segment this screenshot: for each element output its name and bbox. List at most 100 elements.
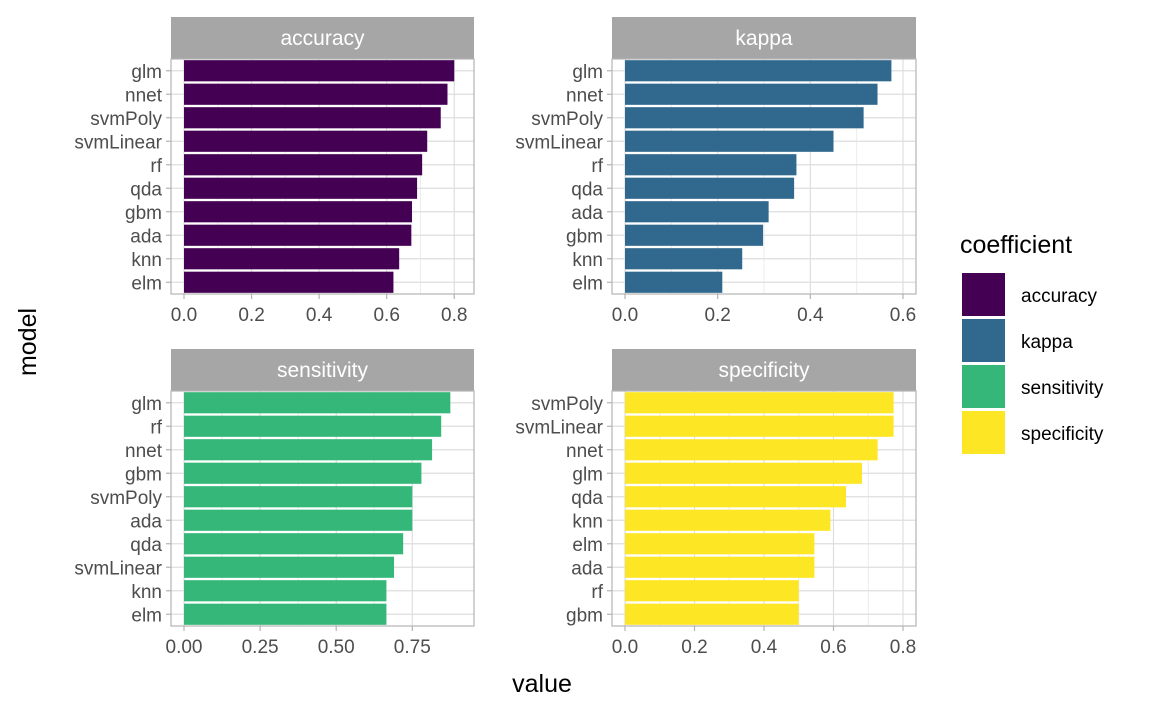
facet-strip-label: kappa xyxy=(735,27,793,50)
y-tick-label: glm xyxy=(131,394,162,415)
x-tick-label: 0.50 xyxy=(318,637,355,658)
panels-layer: accuracyglmnnetsvmPolysvmLinearrfqdagbma… xyxy=(74,17,917,658)
legend-swatch xyxy=(962,319,1005,362)
x-tick-label: 0.6 xyxy=(890,305,916,326)
y-tick-label: glm xyxy=(131,62,162,83)
x-tick-label: 0.8 xyxy=(441,305,467,326)
bar-specificity-rf xyxy=(625,580,799,602)
y-tick-label: svmPoly xyxy=(90,109,162,130)
bar-accuracy-svmPoly xyxy=(184,107,441,129)
legend-swatch xyxy=(962,365,1005,408)
bar-accuracy-elm xyxy=(184,271,394,293)
bar-sensitivity-glm xyxy=(184,392,451,414)
bar-kappa-gbm xyxy=(625,224,764,246)
y-tick-label: svmLinear xyxy=(515,417,603,438)
bar-accuracy-gbm xyxy=(184,201,413,223)
bar-accuracy-svmLinear xyxy=(184,130,428,152)
bar-kappa-nnet xyxy=(625,83,878,105)
bar-specificity-nnet xyxy=(625,439,878,461)
y-tick-label: rf xyxy=(591,582,603,603)
bar-kappa-ada xyxy=(625,201,769,223)
y-tick-label: elm xyxy=(572,535,603,556)
bar-specificity-svmPoly xyxy=(625,392,894,414)
bar-accuracy-rf xyxy=(184,154,423,176)
y-tick-label: glm xyxy=(572,464,603,485)
x-tick-label: 0.0 xyxy=(171,305,197,326)
y-tick-label: knn xyxy=(572,511,603,532)
x-tick-label: 0.8 xyxy=(890,637,916,658)
legend-items: accuracy kappa sensitivity specificity xyxy=(962,273,1104,454)
y-tick-label: rf xyxy=(591,156,603,177)
facet-strip-label: sensitivity xyxy=(277,359,369,382)
y-tick-label: qda xyxy=(130,179,162,200)
facet-strip xyxy=(612,17,916,59)
y-tick-label: elm xyxy=(131,273,162,294)
legend-title: coefficient xyxy=(960,231,1072,259)
y-tick-label: knn xyxy=(572,250,603,271)
x-axis-title: value xyxy=(512,670,572,698)
bar-sensitivity-rf xyxy=(184,415,442,437)
legend-label: accuracy xyxy=(1021,286,1098,307)
y-tick-label: ada xyxy=(130,226,162,247)
bar-sensitivity-elm xyxy=(184,603,387,625)
bar-kappa-rf xyxy=(625,154,797,176)
y-tick-label: svmPoly xyxy=(531,109,603,130)
y-tick-label: knn xyxy=(131,250,162,271)
y-axis-title: model xyxy=(14,308,42,376)
panel-border xyxy=(170,58,475,295)
y-tick-label: ada xyxy=(571,558,603,579)
y-tick-label: svmPoly xyxy=(531,394,603,415)
facet-strip-label: specificity xyxy=(718,359,810,382)
bar-specificity-svmLinear xyxy=(625,415,894,437)
legend-swatch xyxy=(962,411,1005,454)
y-tick-label: svmLinear xyxy=(74,558,162,579)
legend-item-accuracy: accuracy xyxy=(962,273,1098,316)
bar-specificity-gbm xyxy=(625,603,799,625)
bar-kappa-elm xyxy=(625,271,723,293)
y-tick-label: gbm xyxy=(125,464,162,485)
x-tick-label: 0.2 xyxy=(704,305,730,326)
bar-accuracy-glm xyxy=(184,60,455,82)
y-tick-label: gbm xyxy=(125,203,162,224)
y-tick-label: glm xyxy=(572,62,603,83)
y-tick-label: qda xyxy=(130,535,162,556)
bar-specificity-qda xyxy=(625,486,847,508)
y-tick-label: svmLinear xyxy=(74,132,162,153)
y-tick-label: rf xyxy=(150,156,162,177)
bar-sensitivity-ada xyxy=(184,509,413,531)
y-tick-label: elm xyxy=(572,273,603,294)
y-tick-label: qda xyxy=(571,179,603,200)
bar-sensitivity-qda xyxy=(184,533,404,555)
x-tick-label: 0.6 xyxy=(373,305,399,326)
bar-specificity-elm xyxy=(625,533,815,555)
y-tick-label: ada xyxy=(571,203,603,224)
legend-item-kappa: kappa xyxy=(962,319,1073,362)
y-tick-label: nnet xyxy=(125,441,163,462)
bar-specificity-knn xyxy=(625,509,831,531)
x-tick-label: 0.4 xyxy=(797,305,824,326)
y-tick-label: nnet xyxy=(566,85,604,106)
bar-sensitivity-svmLinear xyxy=(184,556,395,578)
y-tick-label: nnet xyxy=(125,85,163,106)
y-tick-label: svmLinear xyxy=(515,132,603,153)
y-tick-label: nnet xyxy=(566,441,604,462)
y-tick-label: elm xyxy=(131,605,162,626)
x-tick-label: 0.4 xyxy=(751,637,778,658)
x-tick-label: 0.75 xyxy=(394,637,431,658)
y-tick-label: rf xyxy=(150,417,162,438)
y-tick-label: knn xyxy=(131,582,162,603)
facet-strip xyxy=(612,349,916,391)
bar-kappa-qda xyxy=(625,177,795,199)
x-tick-label: 0.4 xyxy=(306,305,333,326)
legend-label: sensitivity xyxy=(1021,378,1104,399)
panel-border xyxy=(611,58,917,295)
legend-swatch xyxy=(962,273,1005,316)
legend-label: specificity xyxy=(1021,424,1104,445)
bar-accuracy-ada xyxy=(184,224,412,246)
bar-sensitivity-svmPoly xyxy=(184,486,413,508)
bar-kappa-glm xyxy=(625,60,892,82)
x-tick-label: 0.25 xyxy=(242,637,279,658)
